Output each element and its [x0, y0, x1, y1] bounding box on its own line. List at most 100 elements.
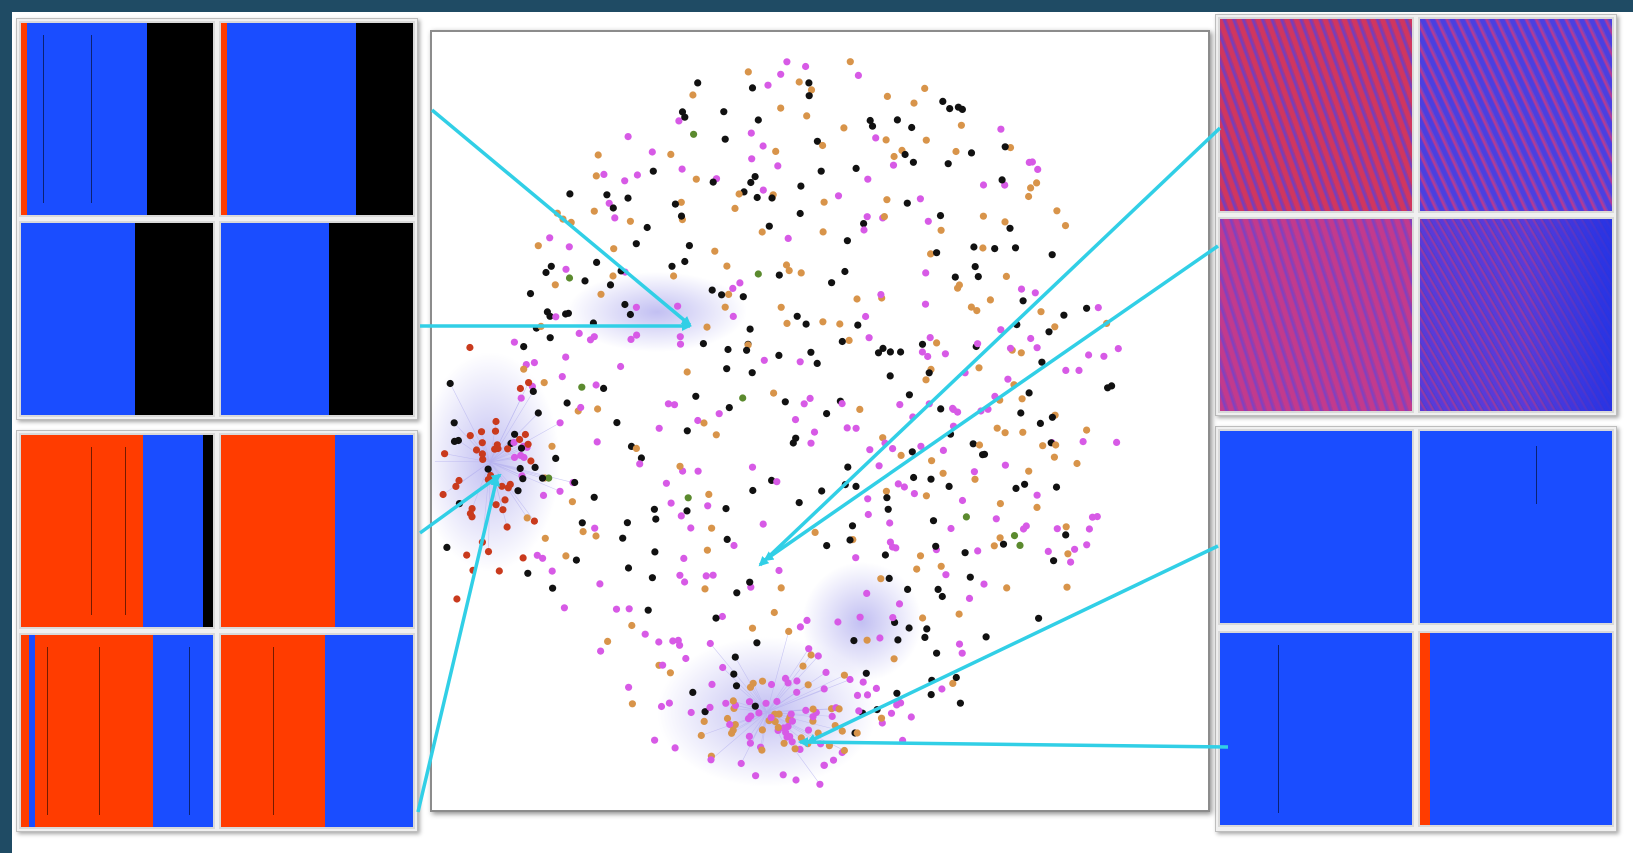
graph-node [594, 151, 602, 159]
graph-node [841, 267, 849, 276]
graph-node [793, 677, 801, 685]
graph-node [626, 217, 634, 225]
graph-node [724, 345, 732, 354]
graph-node [747, 712, 755, 720]
graph-node [712, 431, 720, 439]
graph-node [1004, 375, 1012, 383]
graph-node [551, 281, 559, 289]
graph-node [529, 387, 537, 395]
graph-node [641, 630, 649, 638]
graph-node [783, 58, 791, 66]
graph-node [681, 257, 689, 266]
graph-node [877, 291, 885, 299]
graph-node [1085, 525, 1093, 533]
graph-node [843, 424, 851, 432]
graph-node [863, 636, 871, 644]
graph-node [628, 700, 636, 708]
graph-node [1012, 484, 1020, 492]
graph-node [651, 548, 659, 556]
graph-node [578, 519, 586, 527]
graph-node [478, 439, 486, 447]
graph-node [905, 624, 913, 632]
graph-node [979, 451, 987, 459]
graph-node [746, 578, 754, 586]
graph-node [774, 162, 782, 170]
graph-node [519, 475, 527, 483]
graph-node [863, 691, 872, 699]
graph-node [692, 175, 700, 183]
graph-node [1025, 158, 1033, 166]
graph-node [894, 636, 902, 644]
graph-node [1075, 366, 1083, 374]
graph-node [552, 454, 560, 462]
graph-node [793, 312, 801, 320]
graph-node [982, 633, 990, 641]
graph-node [723, 535, 731, 543]
graph-embedding-plot [420, 58, 1122, 788]
graph-node [856, 613, 864, 621]
graph-node [804, 726, 813, 734]
graph-node [694, 416, 702, 425]
graph-node [852, 424, 860, 432]
graph-node [700, 717, 708, 726]
graph-node [1062, 523, 1070, 531]
graph-node [617, 362, 625, 371]
graph-node [1011, 244, 1020, 252]
graph-node [540, 379, 548, 387]
graph-node [781, 398, 789, 406]
graph-node [765, 222, 773, 230]
graph-node [918, 348, 926, 356]
graph-node [937, 562, 945, 570]
graph-node [894, 480, 902, 488]
graph-node [758, 228, 766, 236]
graph-node [762, 699, 770, 707]
graph-node [872, 684, 880, 693]
graph-node [662, 479, 670, 487]
graph-node [840, 671, 848, 679]
graph-node [764, 81, 772, 89]
graph-node [956, 699, 965, 707]
graph-node [896, 401, 904, 409]
graph-node [709, 571, 717, 579]
graph-node [909, 158, 917, 166]
graph-node [823, 542, 831, 550]
graph-node [814, 652, 822, 660]
graph-node [796, 358, 804, 366]
graph-node [952, 673, 960, 682]
graph-node [807, 439, 815, 447]
graph-node [450, 437, 459, 445]
graph-node [1113, 438, 1121, 446]
graph-node [751, 173, 759, 181]
graph-node [862, 669, 870, 677]
graph-node [715, 410, 723, 418]
graph-node [923, 625, 931, 633]
graph-edge [766, 631, 789, 713]
graph-node [932, 542, 940, 550]
graph-node [882, 487, 890, 495]
graph-node [516, 384, 524, 393]
graph-node [754, 116, 762, 124]
graph-node [1053, 525, 1061, 533]
graph-node [893, 116, 901, 124]
arrow-icon [806, 544, 1219, 744]
graph-node [578, 383, 586, 391]
graph-node [560, 604, 568, 612]
graph-edge [752, 683, 768, 713]
graph-node [759, 186, 767, 194]
graph-node [945, 482, 953, 490]
graph-node [748, 463, 757, 471]
graph-node [446, 379, 454, 388]
graph-node [877, 575, 885, 583]
graph-node [775, 351, 783, 359]
graph-node [785, 267, 793, 275]
graph-node [846, 536, 854, 544]
graph-node [970, 468, 979, 476]
arrow-icon [416, 476, 501, 813]
graph-node [626, 310, 634, 319]
graph-node [517, 444, 526, 452]
graph-node [993, 424, 1001, 432]
graph-node [782, 261, 791, 269]
graph-node [958, 496, 967, 505]
graph-node [681, 113, 689, 121]
